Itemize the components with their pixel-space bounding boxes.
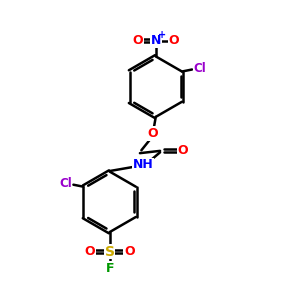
Text: S: S — [105, 245, 115, 259]
Text: Cl: Cl — [194, 61, 206, 75]
Text: O: O — [168, 34, 179, 47]
Text: O: O — [124, 245, 135, 258]
Text: NH: NH — [132, 158, 153, 171]
Text: O: O — [85, 245, 95, 258]
Text: O: O — [178, 144, 188, 158]
Text: O: O — [148, 127, 158, 140]
Text: +: + — [158, 30, 166, 40]
Text: F: F — [105, 262, 114, 275]
Text: N: N — [151, 34, 161, 47]
Text: Cl: Cl — [59, 177, 72, 190]
Text: O: O — [133, 34, 143, 47]
